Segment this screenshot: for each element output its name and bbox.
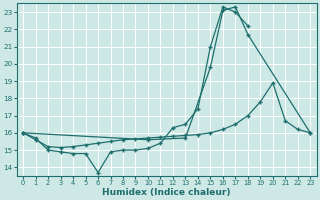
X-axis label: Humidex (Indice chaleur): Humidex (Indice chaleur)	[102, 188, 231, 197]
